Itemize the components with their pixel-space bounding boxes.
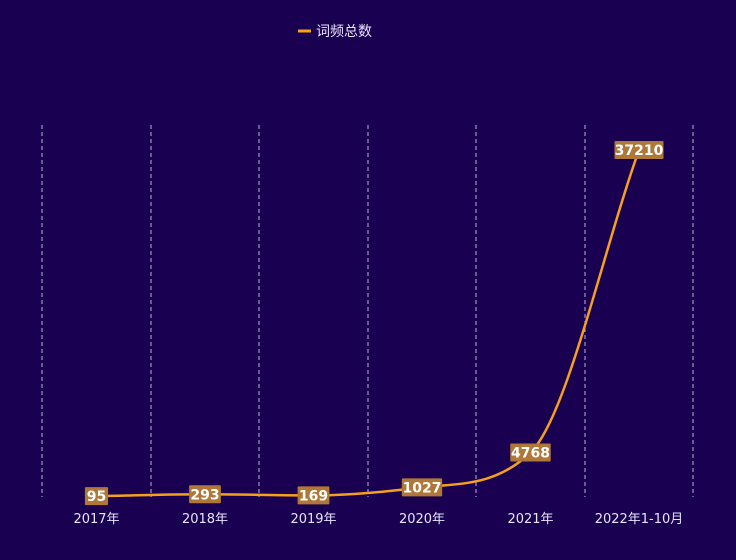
data-label-text-4: 4768	[511, 446, 550, 462]
data-label-3: 1027	[401, 478, 443, 497]
data-label-bg-0	[84, 487, 109, 506]
x-tick-label-3: 2020年	[399, 512, 445, 527]
data-label-4: 4768	[510, 443, 551, 462]
legend-label: 词频总数	[316, 24, 372, 40]
x-tick-label-4: 2021年	[507, 512, 553, 527]
data-label-text-3: 1027	[403, 480, 442, 496]
legend: 词频总数	[298, 24, 372, 40]
x-axis-ticks: 2017年 2018年 2019年 2020年 2021年 2022年1-10月	[73, 512, 683, 527]
data-label-text-2: 169	[299, 488, 328, 504]
data-label-text-0: 95	[87, 489, 106, 505]
x-tick-label-1: 2018年	[182, 512, 228, 527]
data-label-5: 37210	[614, 141, 664, 159]
data-label-0: 95	[84, 487, 109, 506]
x-tick-label-0: 2017年	[73, 512, 119, 527]
data-label-text-5: 37210	[615, 143, 664, 159]
data-label-1: 293	[189, 485, 221, 504]
data-label-bg-3	[401, 478, 443, 497]
data-label-bg-5	[614, 141, 664, 159]
data-label-bg-2	[297, 486, 330, 505]
grid-lines	[41, 125, 694, 497]
data-label-text-1: 293	[190, 487, 219, 503]
data-label-bg-4	[510, 443, 551, 462]
data-label-2: 169	[297, 486, 330, 505]
data-labels: 95 293 169 1027 4768 37210	[84, 141, 664, 506]
data-label-bg-1	[189, 485, 221, 504]
x-tick-label-5: 2022年1-10月	[595, 512, 684, 527]
x-tick-label-2: 2019年	[290, 512, 336, 527]
